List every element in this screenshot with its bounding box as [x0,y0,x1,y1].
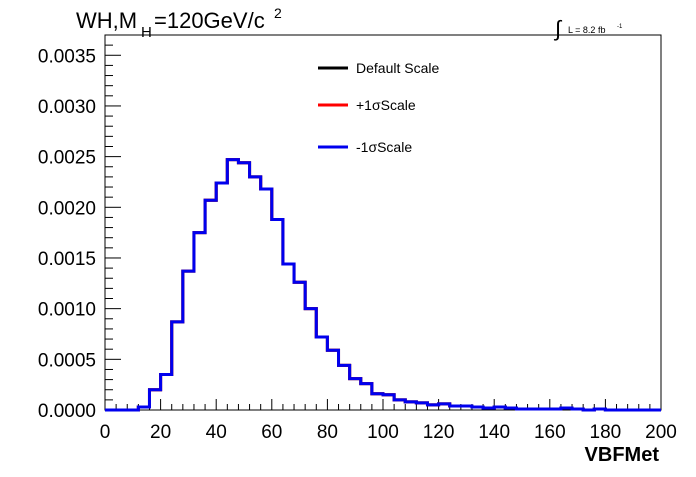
legend-label-1: +1σScale [356,97,416,113]
title-superscript: 2 [274,5,282,21]
x-tick-label: 60 [261,422,282,443]
luminosity-text: L = 8.2 fb [568,25,605,35]
x-tick-label: 160 [534,422,566,443]
y-tick-label: 0.0035 [38,46,96,67]
x-tick-label: 80 [317,422,338,443]
title-subscript: H [141,24,152,41]
x-tick-label: 20 [150,422,171,443]
legend-label-0: Default Scale [356,60,439,76]
y-tick-label: 0.0010 [38,300,96,321]
legend-label-2: -1σScale [356,139,412,155]
x-tick-label: 0 [100,422,111,443]
y-tick-label: 0.0025 [38,148,96,169]
y-tick-label: 0.0000 [38,401,96,422]
x-axis-label: VBFMet [585,444,660,466]
luminosity-label: ∫ L = 8.2 fb -1 [553,16,623,41]
legend: Default Scale +1σScale -1σScale [318,60,439,155]
y-tick-label: 0.0030 [38,97,96,118]
histogram-line-2 [105,158,661,412]
y-tick-label: 0.0020 [38,198,96,219]
luminosity-superscript: -1 [617,24,623,30]
title-main: WH,M [76,8,137,33]
x-tick-label: 120 [423,422,455,443]
y-tick-label: 0.0005 [38,350,96,371]
x-tick-label: 200 [645,422,677,443]
x-tick-label: 40 [206,422,227,443]
x-tick-label: 100 [367,422,399,443]
axis-tick-labels: 0 20 40 60 80 100 120 140 160 180 200 0.0000 0.0005 0… [38,46,677,443]
x-tick-label: 180 [590,422,622,443]
title-rest: =120GeV/c [154,8,265,33]
histogram-series [105,158,661,412]
integral-sign: ∫ [553,16,563,41]
x-tick-label: 140 [478,422,510,443]
y-tick-label: 0.0015 [38,249,96,270]
chart-title: WH,M H =120GeV/c 2 [76,5,282,41]
